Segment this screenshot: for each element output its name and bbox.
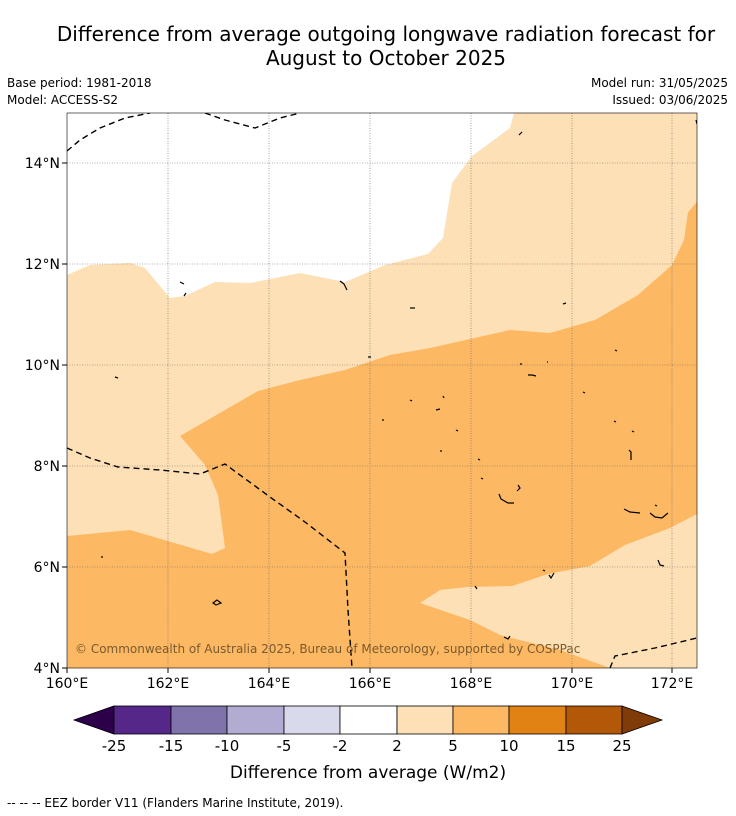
meta-left: Base period: 1981-2018 Model: ACCESS-S2: [7, 75, 152, 109]
model-name: Model: ACCESS-S2: [7, 93, 119, 107]
band-edge-south: [640, 645, 697, 668]
colorbar-tick: -25: [102, 737, 127, 755]
base-period: Base period: 1981-2018: [7, 76, 152, 90]
lat-label: 8°N: [34, 459, 60, 475]
colorbar-tick: 15: [556, 737, 575, 755]
colorbar-tick: -15: [159, 737, 184, 755]
band-2-to-5-south: [420, 514, 697, 668]
lon-label: 172°E: [651, 676, 694, 692]
colorbar-segment: [283, 705, 341, 735]
lon-label: 166°E: [349, 676, 392, 692]
colorbar-segment: [170, 705, 228, 735]
island-outlines: [101, 119, 697, 640]
colorbar-segment: [452, 705, 510, 735]
colorbar-segment: [565, 705, 623, 735]
colorbar-segment: [113, 705, 172, 735]
lat-label: 12°N: [25, 257, 60, 273]
colorbar-tick: 5: [448, 737, 458, 755]
colorbar-tick: 25: [612, 737, 631, 755]
lat-label: 10°N: [25, 358, 60, 374]
colorbar-segment: [508, 705, 567, 735]
copyright-notice: © Commonwealth of Australia 2025, Bureau…: [75, 642, 580, 656]
map-area: © Commonwealth of Australia 2025, Bureau…: [67, 113, 697, 668]
lat-axis: 14°N 12°N 10°N 8°N 6°N 4°N: [25, 156, 67, 677]
colorbar-tick: -5: [277, 737, 292, 755]
colorbar-segment: [339, 705, 398, 735]
colorbar-label: Difference from average (W/m2): [230, 763, 506, 783]
band-5-to-10: [67, 202, 697, 668]
colorbar-extend-low: [72, 705, 115, 735]
colorbar: -25 -15 -10 -5 -2 2 5 10 15 25 Differenc…: [72, 705, 664, 783]
lon-label: 160°E: [46, 676, 89, 692]
meta-right: Model run: 31/05/2025 Issued: 03/06/2025: [591, 75, 728, 109]
title-line-1: Difference from average outgoing longwav…: [56, 22, 716, 46]
lat-label: 14°N: [25, 156, 60, 172]
lat-label: 4°N: [34, 661, 60, 677]
colorbar-tick: -10: [215, 737, 240, 755]
issued-date: Issued: 03/06/2025: [612, 93, 728, 107]
lon-label: 162°E: [147, 676, 190, 692]
colorbar-extend-high: [621, 705, 664, 735]
eez-borders: [67, 113, 697, 668]
graticule: [67, 113, 697, 668]
lon-label: 170°E: [551, 676, 594, 692]
lon-label: 164°E: [248, 676, 291, 692]
map-title: Difference from average outgoing longwav…: [0, 22, 736, 70]
map-frame: [66, 112, 698, 669]
model-run: Model run: 31/05/2025: [590, 76, 728, 90]
colorbar-tick: 10: [499, 737, 518, 755]
colorbar-tick: 2: [392, 737, 402, 755]
lon-axis: 160°E 162°E 164°E 166°E 168°E 170°E 172°…: [46, 668, 694, 692]
title-line-2: August to October 2025: [265, 46, 507, 70]
lat-label: 6°N: [34, 560, 60, 576]
colorbar-segment: [226, 705, 285, 735]
colorbar-segment: [396, 705, 454, 735]
colorbar-tick: -2: [333, 737, 348, 755]
eez-footnote: -- -- -- EEZ border V11 (Flanders Marine…: [7, 796, 344, 810]
lon-label: 168°E: [450, 676, 493, 692]
